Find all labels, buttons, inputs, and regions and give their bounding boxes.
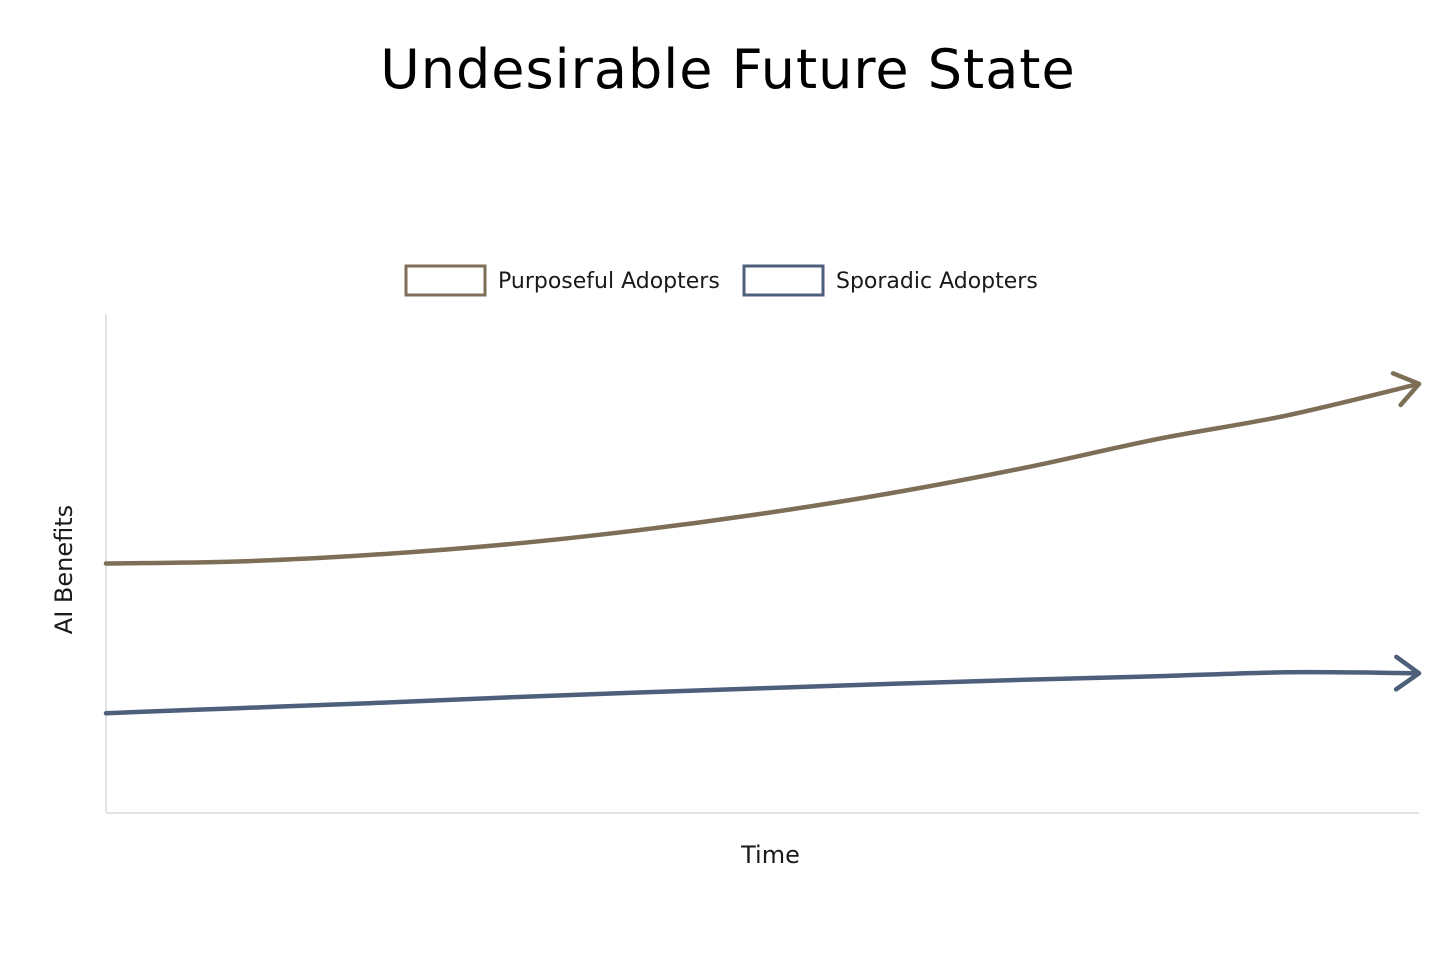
x-axis-label: Time xyxy=(740,841,800,869)
legend-swatch xyxy=(742,264,825,297)
legend-swatch xyxy=(404,264,487,297)
series-arrowhead xyxy=(1393,654,1422,692)
series-line xyxy=(103,381,1422,566)
series-line xyxy=(103,669,1422,716)
series-arrowhead xyxy=(1390,371,1422,408)
legend-label: Sporadic Adopters xyxy=(836,269,1038,294)
y-axis-label: AI Benefits xyxy=(50,505,78,634)
chart-title: Undesirable Future State xyxy=(380,38,1076,101)
legend-label: Purposeful Adopters xyxy=(498,269,720,294)
